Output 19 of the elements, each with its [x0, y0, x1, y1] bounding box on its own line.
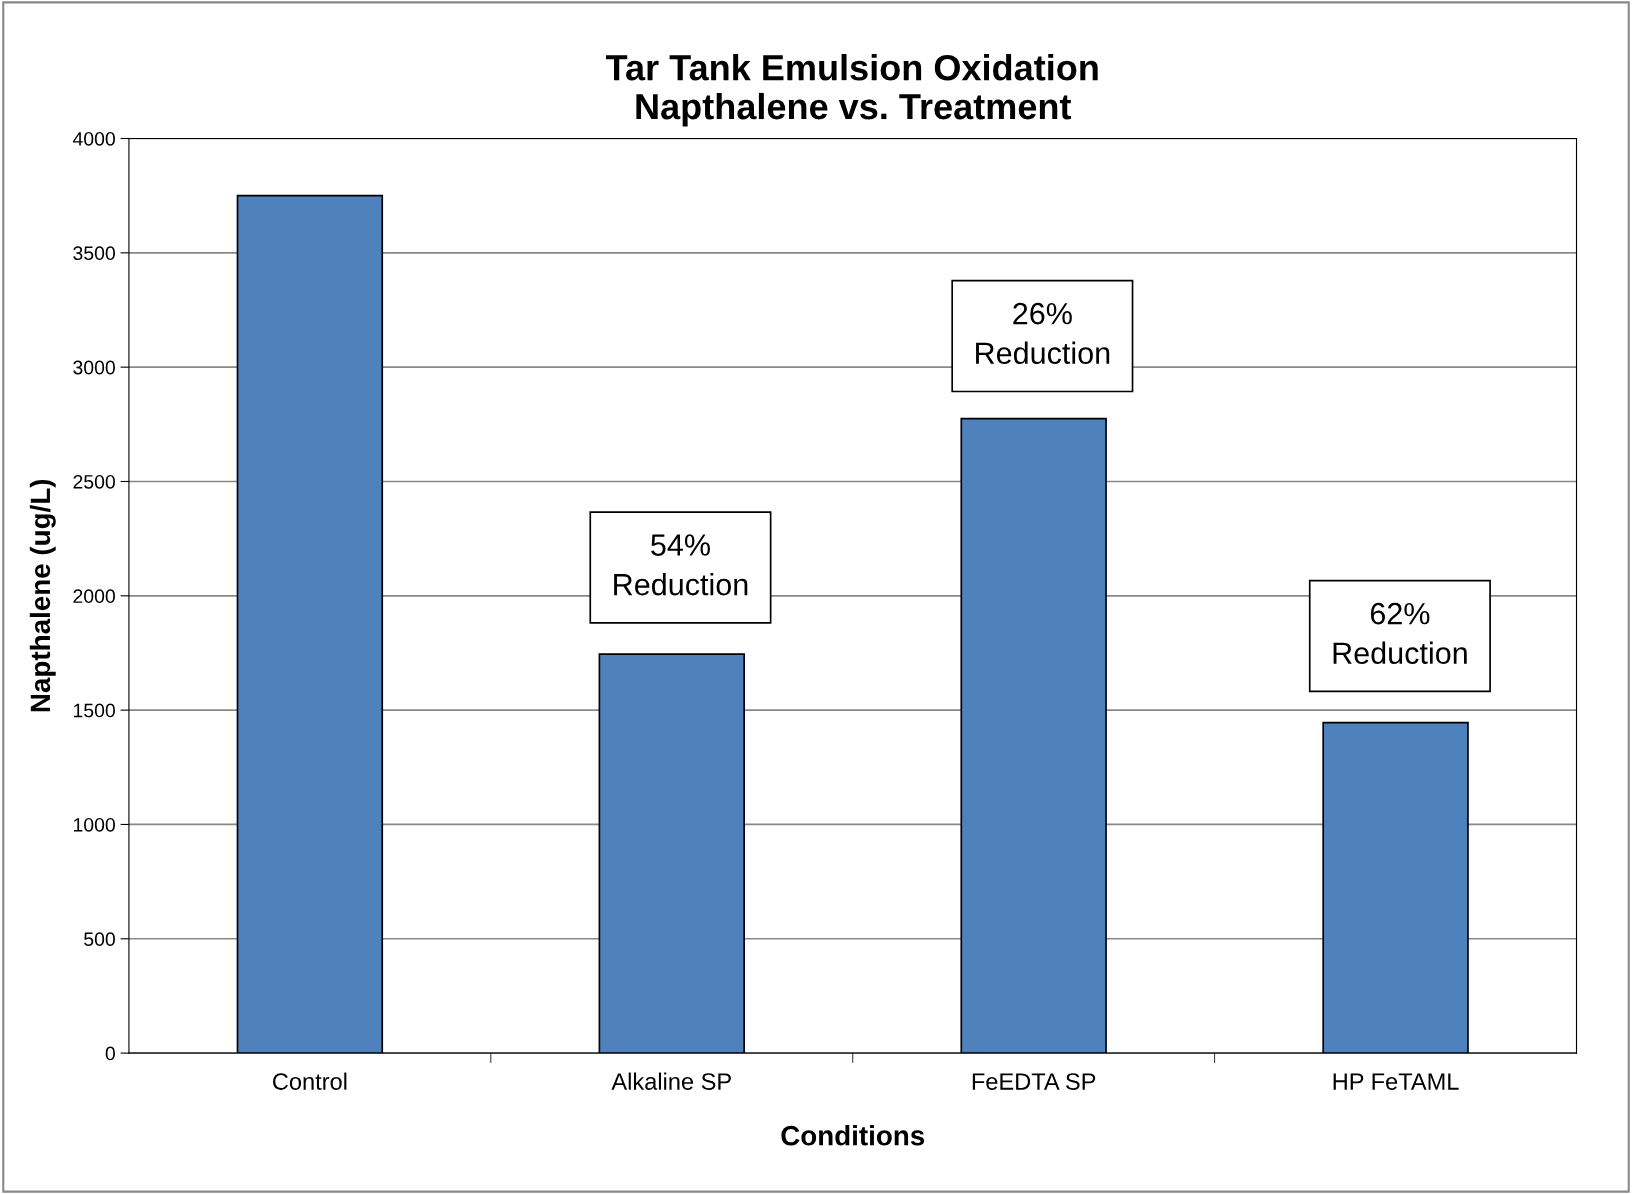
annotation: 26% Reduction [976, 302, 1110, 365]
chart-title: Tar Tank Emulsion Oxidation Napthalene vs. Treatment [606, 53, 1098, 127]
y-tick-label: 2000 [73, 589, 115, 604]
x-axis-title: Conditions [781, 1125, 925, 1146]
y-tick-label: 3500 [73, 246, 115, 261]
y-tick-label: 1000 [73, 817, 115, 832]
x-tick-label: FeEDTA SP [972, 1073, 1096, 1090]
x-tick-label: HP FeTAML [1333, 1073, 1459, 1090]
annotation: 54% Reduction [614, 534, 748, 596]
x-tick-label: Control [273, 1072, 347, 1090]
y-tick-label: 2500 [73, 474, 115, 489]
x-tick-label: Alkaline SP [611, 1072, 731, 1090]
y-axis-title: Napthalene (ug/L) [29, 479, 56, 712]
y-tick-label: 1500 [73, 703, 115, 718]
y-tick-label: 4000 [72, 131, 115, 146]
annotation: 62% Reduction [1333, 602, 1467, 665]
y-tick-label: 0 [105, 1046, 115, 1061]
y-tick-label: 500 [84, 932, 115, 947]
y-tick-label: 3000 [73, 360, 115, 375]
